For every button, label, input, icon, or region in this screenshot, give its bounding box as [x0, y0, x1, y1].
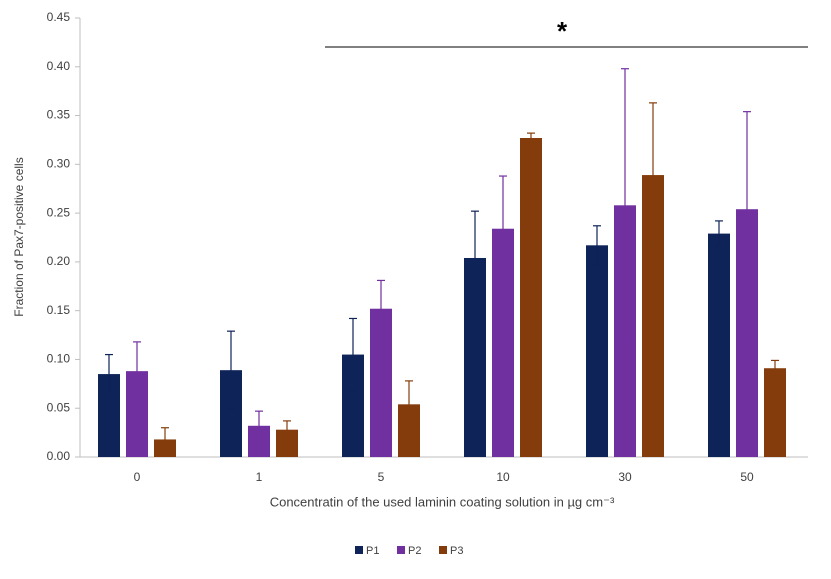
error-bar — [649, 102, 657, 248]
error-bar — [161, 427, 169, 452]
error-bar — [471, 210, 479, 306]
bar — [126, 371, 148, 457]
y-tick-label: 0.15 — [47, 303, 71, 317]
bar — [520, 137, 542, 457]
error-bar — [227, 330, 235, 410]
bar — [342, 354, 364, 457]
legend-label: P1 — [366, 545, 379, 557]
bar — [736, 209, 758, 457]
y-tick-label: 0.45 — [47, 10, 71, 24]
error-bar — [377, 279, 385, 338]
error-bar — [593, 225, 601, 266]
error-bar — [349, 317, 357, 392]
legend-swatch — [355, 546, 363, 554]
y-tick-label: 0.05 — [47, 400, 71, 414]
x-tick-label: 1 — [256, 470, 263, 484]
bar — [642, 175, 664, 457]
legend-label: P2 — [408, 545, 421, 557]
error-bar — [105, 353, 113, 395]
error-bar — [499, 175, 507, 282]
bar — [398, 404, 420, 457]
error-bar — [405, 380, 413, 429]
x-axis-title: Concentratin of the used laminin coating… — [270, 494, 615, 509]
error-bar — [771, 359, 779, 377]
y-tick-label: 0.10 — [47, 352, 71, 366]
bar — [276, 429, 298, 457]
y-tick-label: 0.30 — [47, 157, 71, 171]
significance-mark: * — [557, 16, 568, 46]
y-tick-label: 0.00 — [47, 449, 71, 463]
y-tick-label: 0.40 — [47, 59, 71, 73]
error-bar — [743, 111, 751, 308]
error-bar — [621, 68, 629, 343]
x-tick-label: 0 — [134, 470, 141, 484]
y-tick-label: 0.35 — [47, 108, 71, 122]
legend-swatch — [439, 546, 447, 554]
legend-swatch — [397, 546, 405, 554]
error-bar — [133, 341, 141, 402]
y-axis-title: Fraction of Pax7-positive cells — [12, 157, 26, 316]
error-bar — [715, 220, 723, 247]
bar — [464, 257, 486, 457]
bar — [370, 308, 392, 457]
x-tick-label: 30 — [618, 470, 632, 484]
bar — [220, 370, 242, 457]
x-tick-label: 50 — [740, 470, 754, 484]
bar — [248, 425, 270, 457]
x-tick-label: 10 — [496, 470, 510, 484]
error-bar — [255, 410, 263, 442]
error-bar — [527, 132, 535, 144]
legend-label: P3 — [450, 545, 463, 557]
y-tick-label: 0.20 — [47, 254, 71, 268]
bar — [764, 368, 786, 457]
bar — [586, 245, 608, 457]
bar — [98, 374, 120, 457]
y-tick-label: 0.25 — [47, 205, 71, 219]
error-bar — [283, 420, 291, 440]
x-tick-label: 5 — [378, 470, 385, 484]
bar — [708, 233, 730, 457]
bar — [492, 228, 514, 457]
